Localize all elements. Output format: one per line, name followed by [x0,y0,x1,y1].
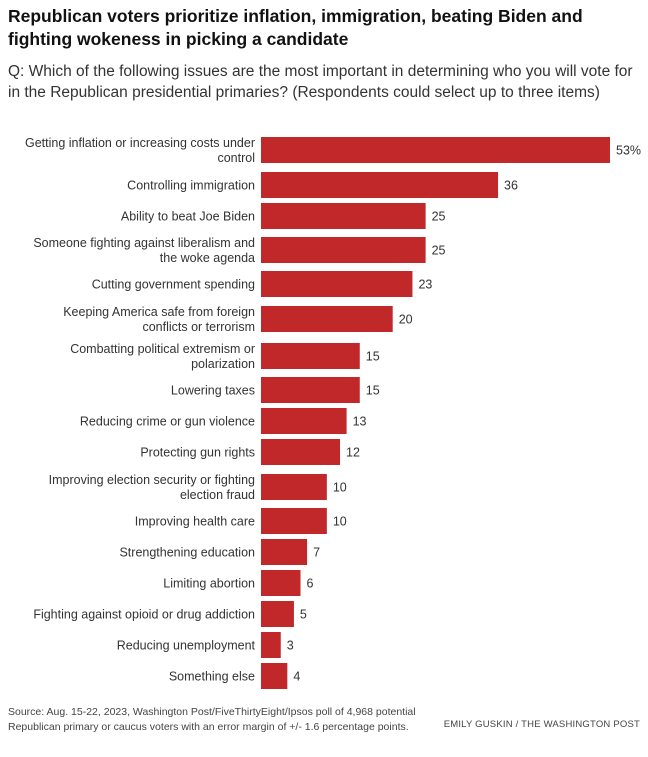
value-label: 20 [399,313,413,327]
category-label: Limiting abortion [163,577,255,591]
bar [261,237,426,263]
bar [261,539,308,565]
category-label: Reducing unemployment [117,639,256,653]
value-label: 4 [293,670,300,684]
value-label: 15 [366,384,380,398]
value-label: 13 [353,415,367,429]
bar [261,632,281,658]
bar-chart: Getting inflation or increasing costs un… [25,136,641,689]
bar [261,663,288,689]
bar [261,172,499,198]
category-label: Protecting gun rights [140,446,255,460]
bar [261,271,413,297]
category-label: Combatting political extremism or polariz… [70,342,255,371]
value-label: 10 [333,481,347,495]
bar [261,474,327,500]
bar [261,601,294,627]
bar [261,439,341,465]
chart-subtitle: Q: Which of the following issues are the… [8,63,633,101]
category-label: Fighting against opioid or drug addictio… [33,608,255,622]
category-label: Strengthening education [119,546,255,560]
bar [261,508,327,534]
value-label: 25 [432,210,446,224]
category-label: Ability to beat Joe Biden [121,210,255,224]
value-label: 10 [333,515,347,529]
category-label: Keeping America safe from foreign conflic… [63,305,255,334]
category-label: Reducing crime or gun violence [80,415,255,429]
bar [261,343,360,369]
category-label: Someone fighting against liberalism and t… [33,236,255,265]
bar [261,377,360,403]
value-label: 3 [287,639,294,653]
chart-title: Republican voters prioritize inflation, … [8,6,583,49]
value-label: 15 [366,350,380,364]
bar [261,306,393,332]
credit-line: EMILY GUSKIN / THE WASHINGTON POST [443,719,640,730]
category-label: Controlling immigration [127,179,255,193]
bar [261,570,301,596]
value-label: 5 [300,608,307,622]
category-label: Cutting government spending [92,278,255,292]
category-label: Improving election security or fighting e… [49,473,255,502]
bar [261,408,347,434]
category-label: Improving health care [135,515,255,529]
source-note: Source: Aug. 15-22, 2023, Washington Pos… [8,706,416,733]
value-label: 36 [504,179,518,193]
category-label: Lowering taxes [171,384,255,398]
value-label: 53% [616,144,641,158]
category-label: Getting inflation or increasing costs un… [25,136,255,165]
value-label: 6 [307,577,314,591]
value-label: 25 [432,244,446,258]
value-label: 12 [346,446,360,460]
bar [261,137,610,163]
value-label: 7 [313,546,320,560]
value-label: 23 [418,278,432,292]
bar [261,203,426,229]
category-label: Something else [169,670,255,684]
